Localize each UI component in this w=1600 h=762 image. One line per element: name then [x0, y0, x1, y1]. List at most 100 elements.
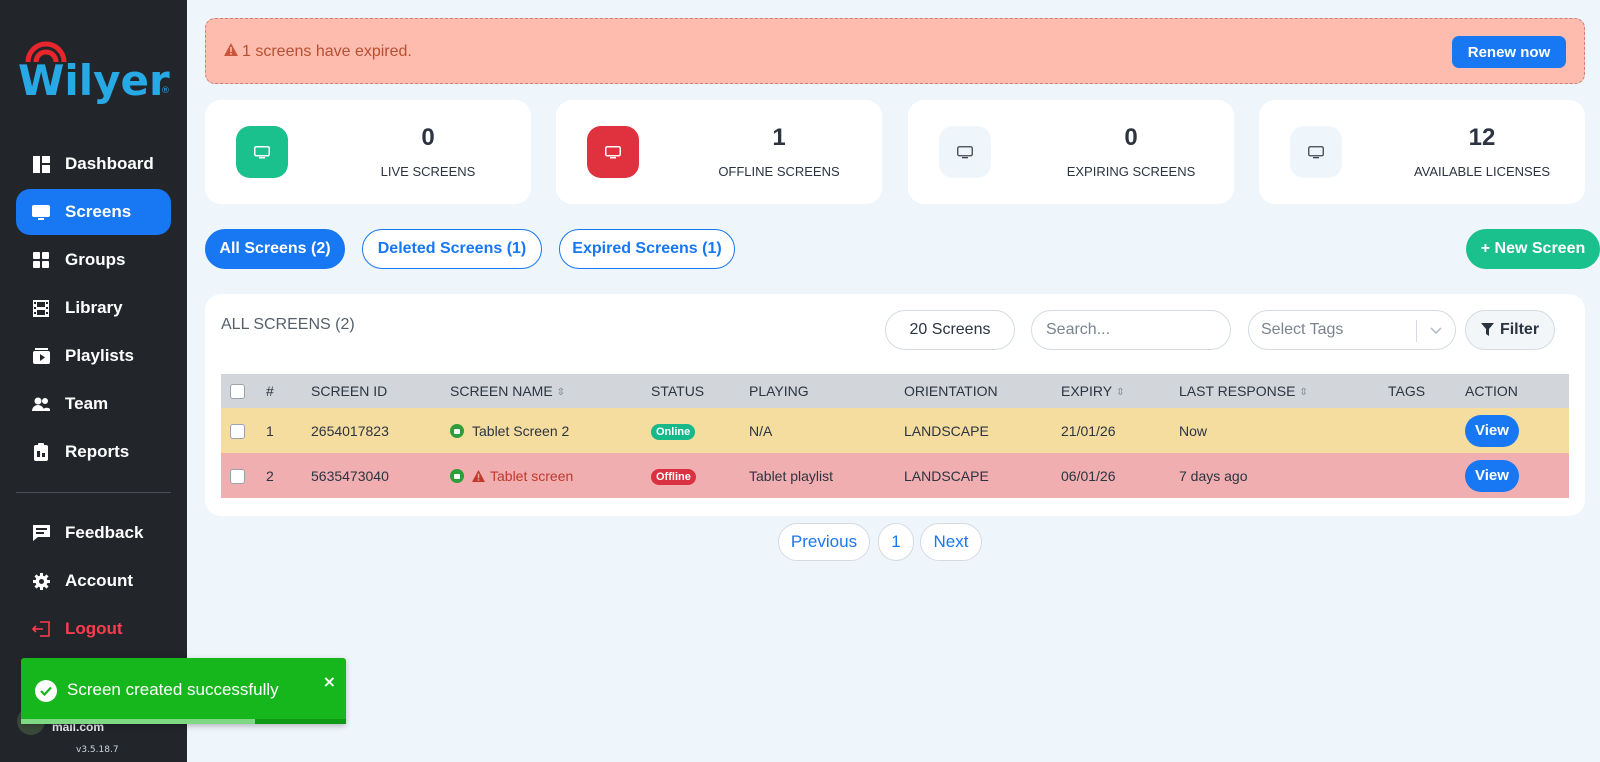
stat-value: 0 [1124, 124, 1138, 151]
row-checkbox[interactable] [230, 423, 245, 439]
screen-name: Tablet Screen 2 [472, 422, 570, 439]
monitor-icon [587, 126, 639, 178]
expiry: 06/01/26 [1061, 467, 1116, 484]
tags-placeholder: Select Tags [1261, 321, 1344, 338]
col-action: ACTION [1465, 383, 1518, 399]
next-page-button[interactable]: Next [920, 523, 982, 561]
sidebar-item-label: Playlists [65, 346, 134, 365]
team-icon [32, 395, 50, 413]
monitor-icon [236, 126, 288, 178]
screens-table: # SCREEN ID SCREEN NAME ⇳ STATUS PLAYING … [221, 374, 1569, 498]
expiry: 21/01/26 [1061, 422, 1116, 439]
tab-expired-screens[interactable]: Expired Screens (1) [559, 229, 735, 269]
orientation: LANDSCAPE [904, 422, 989, 439]
close-icon[interactable]: × [322, 672, 336, 691]
stat-value: 0 [421, 124, 435, 151]
row-number: 2 [266, 467, 274, 484]
screen-name-cell: Tablet screen [450, 453, 651, 498]
playing: Tablet playlist [749, 467, 834, 484]
sidebar-item-groups[interactable]: Groups [16, 237, 171, 283]
stat-label: OFFLINE SCREENS [718, 164, 840, 179]
expiring-screens-card: 0 EXPIRING SCREENS [908, 100, 1234, 204]
col-tags: TAGS [1388, 383, 1426, 399]
sidebar-item-team[interactable]: Team [16, 381, 171, 427]
status-cell: Offline [651, 453, 749, 498]
sidebar-item-dashboard[interactable]: Dashboard [16, 141, 171, 187]
page-size-select[interactable]: 20 Screens [885, 310, 1015, 350]
expiry-alert: 1 screens have expired. Renew now [205, 18, 1585, 84]
monitor-icon [939, 126, 991, 178]
view-button[interactable]: View [1465, 459, 1519, 492]
sidebar-item-library[interactable]: Library [16, 285, 171, 331]
stat-value: 12 [1468, 124, 1496, 151]
feedback-icon [32, 524, 50, 542]
tab-all-screens[interactable]: All Screens (2) [205, 229, 345, 269]
android-icon [450, 423, 464, 438]
filter-icon [1480, 323, 1494, 337]
success-toast: Screen created successfully × [21, 658, 346, 724]
last-response: 7 days ago [1179, 467, 1248, 484]
col-screen-name[interactable]: SCREEN NAME ⇳ [450, 374, 651, 408]
col-number: # [266, 383, 274, 399]
orientation: LANDSCAPE [904, 467, 989, 484]
search-input[interactable] [1046, 321, 1216, 339]
sidebar-item-feedback[interactable]: Feedback [16, 510, 171, 556]
new-screen-button[interactable]: + New Screen [1466, 229, 1600, 269]
toast-message: Screen created successfully [67, 680, 279, 699]
tags-select[interactable]: Select Tags [1248, 310, 1456, 350]
sort-icon: ⇳ [1116, 386, 1125, 398]
sidebar-item-label: Team [65, 394, 109, 413]
col-expiry[interactable]: EXPIRY ⇳ [1061, 374, 1179, 408]
search-field[interactable] [1031, 310, 1231, 350]
page-size-value: 20 Screens [909, 321, 991, 338]
row-select-cell [221, 453, 266, 498]
wilyer-logo[interactable]: Wilyer ® [18, 34, 174, 106]
stat-label: AVAILABLE LICENSES [1413, 164, 1551, 179]
sidebar-item-label: Groups [65, 250, 126, 269]
row-number: 1 [266, 422, 274, 439]
signal-arc-icon [25, 41, 67, 63]
table-row: 2 5635473040 Tablet screen [221, 453, 1569, 498]
filter-label: Filter [1499, 321, 1540, 338]
status-badge: Offline [651, 468, 696, 485]
alert-message: 1 screens have expired. [242, 43, 412, 60]
screen-id: 2654017823 [311, 422, 389, 439]
screen-name: Tablet screen [490, 467, 574, 484]
screen-name-cell: Tablet Screen 2 [450, 408, 651, 453]
monitor-icon [1290, 126, 1342, 178]
grid-icon [32, 251, 50, 269]
panel-title: ALL SCREENS (2) [221, 316, 355, 333]
sort-icon: ⇳ [1299, 386, 1308, 398]
select-all-cell [221, 374, 266, 408]
tags [1388, 453, 1465, 498]
app-version: v3.5.18.7 [76, 745, 119, 755]
col-screen-id: SCREEN ID [311, 383, 388, 399]
screen-id: 5635473040 [311, 467, 389, 484]
toast-progress-bar [21, 719, 255, 724]
tab-deleted-screens[interactable]: Deleted Screens (1) [362, 229, 542, 269]
offline-screens-card: 1 OFFLINE SCREENS [556, 100, 882, 204]
renew-now-button[interactable]: Renew now [1452, 36, 1566, 68]
warning-icon [472, 469, 485, 482]
view-button[interactable]: View [1465, 414, 1519, 447]
available-licenses-card: 12 AVAILABLE LICENSES [1259, 100, 1585, 204]
previous-page-button[interactable]: Previous [778, 523, 870, 561]
row-checkbox[interactable] [230, 468, 245, 484]
sidebar-item-account[interactable]: Account [16, 558, 171, 604]
gear-icon [32, 572, 50, 590]
monitor-icon [32, 203, 50, 221]
select-divider [1416, 320, 1417, 342]
chevron-down-icon [1429, 323, 1443, 342]
filter-button[interactable]: Filter [1465, 310, 1555, 350]
select-all-checkbox[interactable] [230, 384, 245, 400]
film-icon [32, 299, 50, 317]
col-last-response[interactable]: LAST RESPONSE ⇳ [1179, 374, 1388, 408]
sidebar-item-reports[interactable]: Reports [16, 429, 171, 475]
sidebar-item-screens[interactable]: Screens [16, 189, 171, 235]
sidebar-item-playlists[interactable]: Playlists [16, 333, 171, 379]
sidebar-item-logout[interactable]: Logout [16, 606, 171, 652]
brand-name: Wilyer [18, 56, 170, 105]
page-number-button[interactable]: 1 [878, 523, 914, 561]
status-badge: Online [651, 423, 696, 440]
playlist-icon [32, 347, 50, 365]
